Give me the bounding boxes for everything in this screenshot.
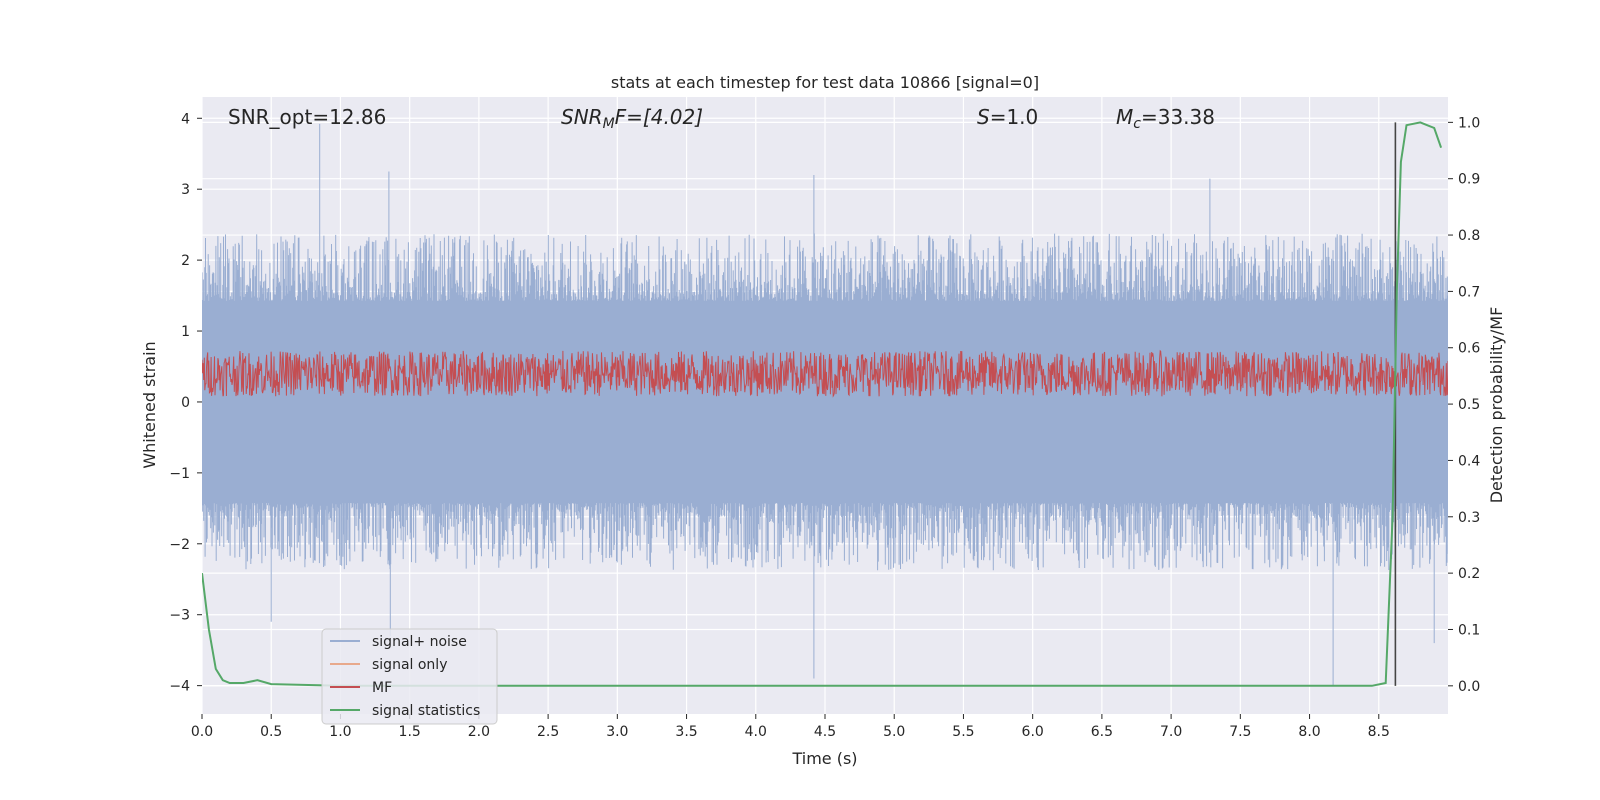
y-axis-ticks: 4 3 2 1 0 −1 −2 −3 −4 [169, 111, 202, 695]
series-mf-line [202, 349, 1448, 398]
y-tick-label: −1 [169, 466, 190, 482]
annotation-s-rest: =1.0 [990, 105, 1039, 129]
x-tick-label: 3.0 [606, 724, 628, 740]
y-axis-right-label: Detection probability/MF [1487, 307, 1506, 504]
x-tick-label: 0.5 [260, 724, 282, 740]
y-tick-label: −4 [169, 679, 190, 695]
y-tick-label: 0 [181, 395, 190, 411]
y-tick-label: −2 [169, 537, 190, 553]
x-tick-label: 2.5 [537, 724, 559, 740]
y-tick-label: 3 [181, 182, 190, 198]
y-right-tick-label: 0.0 [1458, 679, 1480, 695]
x-tick-label: 4.0 [745, 724, 767, 740]
series-signal-noise-line [202, 123, 1448, 686]
annotation-snr-mf-sub: M [603, 116, 615, 132]
x-axis-label: Time (s) [791, 749, 857, 768]
legend-label-mf: MF [372, 680, 392, 696]
annotation-mc-rest: =33.38 [1141, 105, 1215, 129]
annotation-mc-main: M [1116, 105, 1133, 129]
series-signal-statistics-line [202, 121, 1443, 687]
annotation-snr-mf-rest: F=[4.02] [615, 105, 703, 129]
y-right-tick-label: 0.6 [1458, 341, 1480, 357]
y-right-tick-label: 1.0 [1458, 115, 1480, 131]
x-tick-label: 2.0 [468, 724, 490, 740]
x-tick-label: 1.5 [399, 724, 421, 740]
y-tick-label: −3 [169, 608, 190, 624]
y-right-tick-label: 0.9 [1458, 172, 1480, 188]
x-tick-label: 1.0 [329, 724, 351, 740]
y-right-tick-label: 0.8 [1458, 228, 1480, 244]
x-tick-label: 8.5 [1368, 724, 1390, 740]
x-tick-label: 7.0 [1160, 724, 1182, 740]
x-axis-ticks: 0.0 0.5 1.0 1.5 2.0 2.5 3.0 3.5 4.0 4.5 5.0 5.5 6.0 6… [191, 714, 1390, 740]
annotation-snr-opt: SNR_opt=12.86 [228, 105, 386, 129]
x-tick-label: 8.0 [1298, 724, 1320, 740]
chart-title: stats at each timestep for test data 108… [611, 73, 1039, 92]
legend-label-signal-noise: signal+ noise [372, 634, 467, 650]
annotation-snr-mf-main: SNR [561, 105, 603, 129]
annotation-snr-mf: SNRMF=[4.02] [561, 105, 703, 132]
y-tick-label: 4 [181, 111, 190, 127]
plot-content [202, 121, 1448, 687]
y-tick-label: 1 [181, 324, 190, 340]
x-tick-label: 6.5 [1091, 724, 1113, 740]
x-tick-label: 7.5 [1229, 724, 1251, 740]
legend: signal+ noise signal only MF signal stat… [321, 628, 498, 725]
y-axis-right-ticks: 1.0 0.9 0.8 0.7 0.6 0.5 0.4 0.3 0.2 0.1 0.0 [1448, 115, 1480, 695]
annotation-s-main: S [977, 105, 990, 129]
y-right-tick-label: 0.5 [1458, 397, 1480, 413]
y-axis-label: Whitened strain [140, 341, 159, 468]
x-tick-label: 6.0 [1022, 724, 1044, 740]
y-right-tick-label: 0.7 [1458, 284, 1480, 300]
y-right-tick-label: 0.2 [1458, 566, 1480, 582]
legend-label-signal-only: signal only [372, 657, 447, 673]
x-tick-label: 3.5 [675, 724, 697, 740]
annotation-mc-sub: c [1133, 116, 1141, 132]
y-right-tick-label: 0.1 [1458, 622, 1480, 638]
y-tick-label: 2 [181, 253, 190, 269]
legend-label-signal-statistics: signal statistics [372, 703, 480, 719]
y-right-tick-label: 0.3 [1458, 510, 1480, 526]
annotation-s: S=1.0 [977, 105, 1038, 129]
x-tick-label: 0.0 [191, 724, 213, 740]
annotation-mc: Mc=33.38 [1116, 105, 1215, 132]
x-tick-label: 5.0 [883, 724, 905, 740]
x-tick-label: 5.5 [952, 724, 974, 740]
y-right-tick-label: 0.4 [1458, 453, 1480, 469]
legend-box [321, 628, 498, 725]
x-tick-label: 4.5 [814, 724, 836, 740]
